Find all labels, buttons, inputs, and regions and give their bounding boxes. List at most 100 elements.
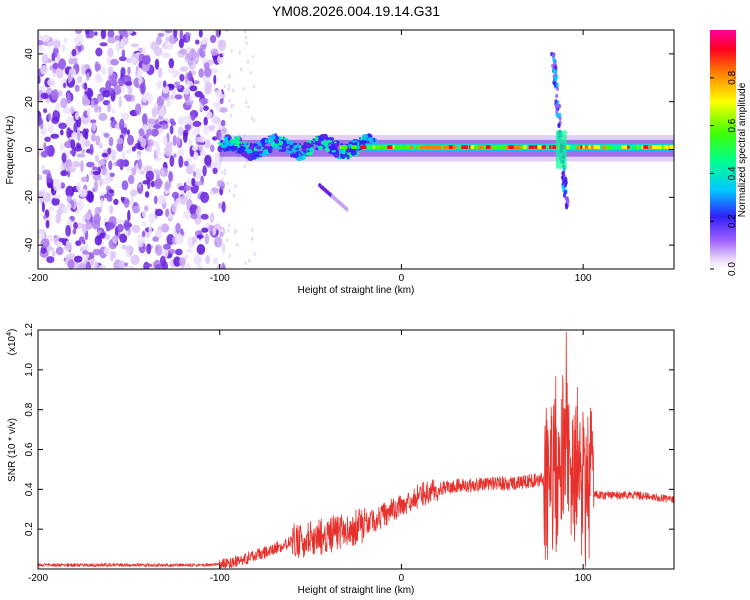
heatmap-noise-cell [155,208,164,217]
heatmap-noise-cell [138,128,145,137]
heatmap-faint-cell [222,52,225,56]
heatmap-noise-cell [221,265,227,269]
heatmap-turbulent-cell [287,150,294,154]
heatmap-noise-cell [52,179,62,192]
heatmap-noise-cell [52,109,61,122]
heatmap-turbulent-cell [269,134,276,141]
heatmap-noise-cell [73,57,78,65]
heatmap-noise-cell [157,67,163,78]
heatmap-noise-cell [156,249,162,256]
heatmap-noise-cell [169,125,174,135]
heatmap-core-hot-cell [549,145,552,149]
heatmap-noise-cell [97,94,104,103]
heatmap-noise-cell [142,113,148,126]
heatmap-core-hot-cell [603,145,606,149]
heatmap-noise-cell [70,138,76,150]
heatmap-noise-cell [183,88,190,95]
heatmap-noise-cell [164,30,173,34]
heatmap-noise-cell [102,90,111,98]
heatmap-noise-cell [46,87,53,95]
heatmap-noise-cell [204,154,212,166]
heatmap-noise-cell [183,131,188,143]
heatmap-faint-cell [226,30,229,33]
heatmap-noise-cell [112,235,118,244]
heatmap-noise-cell [193,254,203,265]
heatmap-noise-cell [59,142,64,152]
heatmap-noise-cell [215,101,221,112]
heatmap-core-hot-cell [488,145,491,149]
heatmap-faint-cell [232,88,235,93]
heatmap-turbulent-cell [303,155,306,159]
heatmap-turbulent-cell [267,148,273,154]
heatmap-noise-cell [47,78,56,87]
heatmap-noise-cell [204,233,209,245]
heatmap-noise-cell [200,97,209,105]
heatmap-noise-cell [157,194,167,205]
heatmap-faint-cell [222,46,225,51]
heatmap-turbulent-cell [350,150,357,156]
heatmap-noise-cell [95,73,101,79]
heatmap-noise-cell [200,150,207,157]
heatmap-noise-cell [92,166,98,171]
heatmap-noise-cell [109,88,114,95]
heatmap-noise-cell [117,77,125,87]
heatmap-core-hot-cell [436,145,441,149]
heatmap-noise-cell [44,136,51,142]
heatmap-core-hot-cell [501,145,507,149]
heatmap-noise-cell [40,92,49,100]
heatmap-faint-cell [224,168,227,173]
heatmap-noise-cell [124,230,129,236]
heatmap-turbulent-cell [289,145,293,150]
heatmap-noise-cell [126,164,132,172]
heatmap-noise-cell [220,119,226,127]
x-tick-label: 0 [399,573,405,584]
y-tick-label: 1.2 [24,323,35,337]
heatmap-noise-cell [188,60,196,70]
heatmap-noise-cell [200,213,209,220]
heatmap-core-hot-cell [541,145,546,149]
heatmap-spike-cell [563,190,567,195]
heatmap-turbulent-cell [229,138,236,144]
heatmap-spike-core [555,130,567,169]
heatmap-noise-cell [45,219,50,229]
heatmap-faint-cell [244,261,247,266]
heatmap-noise-cell [41,127,48,134]
heatmap-spike-cell [555,93,559,99]
heatmap-noise-cell [164,144,173,157]
heatmap-core-hot-cell [651,145,655,149]
heatmap-spike-cell [565,205,569,210]
heatmap-noise-cell [77,199,84,211]
heatmap-noise-cell [137,158,142,170]
heatmap-core-hot-cell [635,145,639,149]
heatmap-noise-cell [143,263,153,268]
heatmap-noise-cell [213,223,221,230]
heatmap-faint-cell [247,104,250,109]
chart-title: YM08.2026.004.19.14.G31 [272,3,440,19]
heatmap-noise-cell [218,39,227,47]
y-tick-label: 0.4 [24,482,35,496]
heatmap-noise-cell [74,34,84,47]
heatmap-noise-cell [103,132,110,138]
heatmap-faint-cell [243,164,247,168]
y-tick-label: -20 [24,190,35,205]
heatmap-noise-cell [67,259,75,269]
heatmap-faint-cell [223,84,227,89]
heatmap-noise-cell [98,113,108,121]
heatmap-noise-cell [204,67,212,78]
heatmap-noise-cell [150,128,159,137]
heatmap-noise-cell [120,67,126,78]
heatmap-core-hot-cell [588,145,592,149]
heatmap-noise-cell [90,99,95,108]
heatmap-noise-cell [184,124,191,130]
heatmap-noise-cell [100,198,104,210]
heatmap-noise-cell [102,178,111,185]
heatmap-noise-cell [148,122,155,130]
heatmap-noise-cell [107,36,117,44]
heatmap-noise-cell [196,244,206,255]
heatmap-turbulent-cell [291,149,297,153]
heatmap-noise-cell [121,244,127,250]
heatmap-noise-cell [109,189,114,194]
heatmap-noise-cell [168,67,174,74]
heatmap-noise-cell [90,119,97,124]
heatmap-turbulent-cell [361,134,369,139]
